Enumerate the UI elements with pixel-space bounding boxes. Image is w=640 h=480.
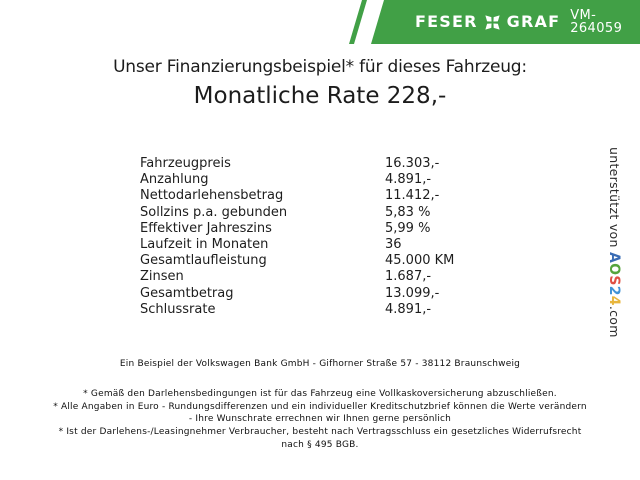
row-value: 4.891,- — [385, 172, 432, 188]
aos24-logo-letter: 4 — [606, 295, 622, 306]
row-value: 11.412,- — [385, 188, 440, 204]
disclaimer-line: * Alle Angaben in Euro - Rundungsdiffere… — [53, 401, 587, 412]
disclaimer-line: * Gemäß den Darlehensbedingungen ist für… — [83, 389, 557, 399]
table-row: Zinsen 1.687,- — [140, 269, 454, 285]
supported-by-prefix: unterstützt von — [607, 147, 622, 252]
table-row: Gesamtlaufleistung 45.000 KM — [140, 253, 454, 269]
row-value: 1.687,- — [385, 269, 432, 285]
table-row: Nettodarlehensbetrag 11.412,- — [140, 188, 454, 204]
row-label: Laufzeit in Monaten — [140, 237, 269, 253]
vehicle-id-label: VM-264059 — [570, 8, 623, 36]
row-label: Anzahlung — [140, 172, 209, 188]
row-label: Gesamtlaufleistung — [140, 253, 267, 269]
row-value: 13.099,- — [385, 285, 440, 301]
row-label: Nettodarlehensbetrag — [140, 188, 284, 204]
row-label: Zinsen — [140, 269, 184, 285]
page-title: Unser Finanzierungsbeispiel* für dieses … — [113, 57, 527, 77]
financing-table: Fahrzeugpreis 16.303,- Anzahlung 4.891,-… — [140, 156, 454, 318]
row-label: Fahrzeugpreis — [140, 156, 231, 171]
row-label: Effektiver Jahreszins — [140, 220, 272, 236]
brand-banner: FESER GRAF VM-264059 — [371, 0, 640, 44]
row-value: 16.303,- — [385, 156, 440, 171]
feser-graf-clover-icon — [483, 13, 502, 32]
row-label: Schlussrate — [140, 301, 216, 317]
aos24-logo-letter: O — [606, 263, 622, 276]
aos24-domain-suffix: .com — [607, 305, 622, 338]
row-value: 45.000 KM — [385, 253, 455, 269]
aos24-logo-letter: S — [606, 275, 622, 286]
row-label: Sollzins p.a. gebunden — [140, 204, 288, 220]
row-value: 5,83 % — [385, 204, 431, 220]
table-row: Gesamtbetrag 13.099,- — [140, 286, 454, 302]
aos24-logo-letter: A — [606, 252, 622, 264]
headline-block: Unser Finanzierungsbeispiel* für dieses … — [0, 57, 640, 109]
row-value: 36 — [385, 237, 402, 253]
disclaimer-line: nach § 495 BGB. — [281, 439, 359, 450]
row-value: 5,99 % — [385, 220, 431, 236]
table-row: Effektiver Jahreszins 5,99 % — [140, 221, 454, 237]
supported-by-vertical-text: unterstützt von AOS24.com — [606, 147, 622, 338]
row-value: 4.891,- — [385, 301, 432, 317]
disclaimer-block: * Gemäß den Darlehensbedingungen ist für… — [0, 388, 640, 452]
aos24-logo-letter: 2 — [606, 285, 622, 296]
table-row: Anzahlung 4.891,- — [140, 172, 454, 188]
table-row: Sollzins p.a. gebunden 5,83 % — [140, 205, 454, 221]
disclaimer-line: - Ihre Wunschrate errechnen wir Ihnen ge… — [188, 414, 452, 425]
brand-name-graf: GRAF — [506, 12, 561, 31]
banner-accent-stripe — [349, 0, 367, 44]
table-row: Fahrzeugpreis 16.303,- — [140, 156, 454, 172]
row-label: Gesamtbetrag — [140, 285, 234, 301]
table-row: Laufzeit in Monaten 36 — [140, 237, 454, 253]
table-row: Schlussrate 4.891,- — [140, 302, 454, 318]
bank-address-line: Ein Beispiel der Volkswagen Bank GmbH - … — [119, 359, 521, 369]
monthly-rate-headline: Monatliche Rate 228,- — [193, 83, 447, 109]
brand-name-feser: FESER — [415, 12, 478, 31]
disclaimer-line: * Ist der Darlehens-/Leasingnehmer Verbr… — [58, 427, 582, 438]
